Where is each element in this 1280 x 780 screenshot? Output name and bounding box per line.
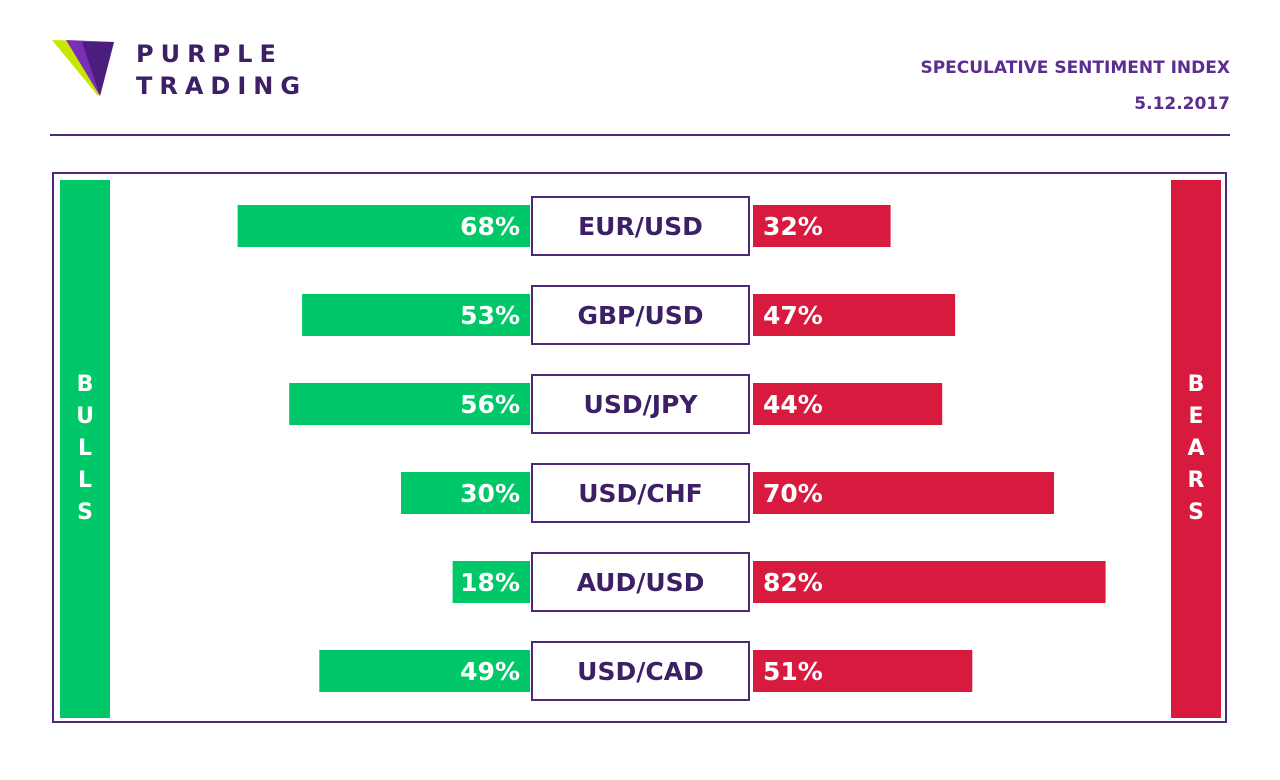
pair-label-box	[531, 196, 750, 256]
bulls-bar-letter: B	[76, 372, 94, 397]
bull-value-label: 49%	[460, 657, 520, 686]
page-date: 5.12.2017	[1134, 94, 1230, 114]
bull-bar	[401, 472, 530, 514]
bear-value-label: 44%	[763, 390, 823, 419]
bull-bar	[237, 205, 530, 247]
pair-label: USD/JPY	[584, 390, 699, 419]
logo	[52, 40, 312, 100]
bull-bar	[319, 650, 530, 692]
bulls-bar-letter: S	[77, 500, 93, 525]
bull-value-label: 56%	[460, 390, 520, 419]
bear-bar	[753, 294, 956, 336]
bear-bar	[753, 650, 973, 692]
bear-bar	[753, 561, 1106, 603]
bull-value-label: 18%	[460, 568, 520, 597]
pair-label-box	[531, 641, 750, 701]
pair-label-box	[531, 374, 750, 434]
bull-value-label: 53%	[460, 301, 520, 330]
bears-bar-letter: E	[1188, 404, 1204, 429]
brand-name-line1: PURPLE	[136, 40, 283, 68]
bull-bar	[302, 294, 530, 336]
pair-label-box	[531, 285, 750, 345]
bear-bar	[753, 205, 891, 247]
bear-value-label: 51%	[763, 657, 823, 686]
logo-mark-icon	[52, 40, 114, 96]
bull-value-label: 30%	[460, 479, 520, 508]
bull-bar	[289, 383, 530, 425]
bears-bar-letter: A	[1187, 436, 1205, 461]
pair-label: EUR/USD	[578, 212, 703, 241]
bulls-bar-letter: L	[77, 468, 93, 493]
pair-label: AUD/USD	[577, 568, 705, 597]
chart-frame	[52, 172, 1227, 723]
pair-label-box	[531, 552, 750, 612]
pair-label: USD/CAD	[577, 657, 704, 686]
bulls-bar-letter: L	[77, 436, 93, 461]
pair-label: GBP/USD	[577, 301, 703, 330]
bear-value-label: 70%	[763, 479, 823, 508]
bears-bar-letter: B	[1187, 372, 1205, 397]
brand-name-line2: TRADING	[136, 72, 308, 100]
pair-label-box	[531, 463, 750, 523]
bear-value-label: 32%	[763, 212, 823, 241]
pair-label: USD/CHF	[578, 479, 703, 508]
header-divider	[50, 134, 1230, 136]
bear-bar	[753, 383, 943, 425]
bear-value-label: 82%	[763, 568, 823, 597]
bull-bar	[452, 561, 530, 603]
bears-bar-letter: S	[1188, 500, 1204, 525]
bull-value-label: 68%	[460, 212, 520, 241]
bears-bar-letter: R	[1187, 468, 1205, 493]
bear-value-label: 47%	[763, 301, 823, 330]
page-title: SPECULATIVE SENTIMENT INDEX	[920, 58, 1230, 78]
bulls-bar-letter: U	[76, 404, 94, 429]
bear-bar	[753, 472, 1054, 514]
